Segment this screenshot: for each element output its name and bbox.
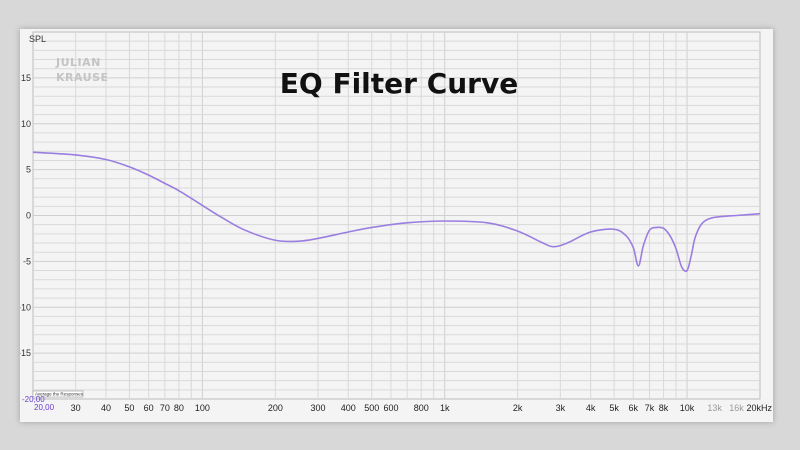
legend: Average the Responses: [32, 390, 84, 398]
x-tick-label: 50: [124, 403, 134, 413]
y-tick-label: 10: [21, 119, 31, 129]
logo-line-1: JULIAN: [55, 56, 101, 69]
x-tick-label: 13k: [707, 403, 722, 413]
x-tick-label: 100: [195, 403, 210, 413]
y-tick-labels: 15 10 5 0 -5 -10 -15: [20, 73, 31, 358]
grid: [32, 31, 761, 400]
x-min-label: 20,00: [34, 403, 55, 412]
x-tick-label: 6k: [629, 403, 639, 413]
x-tick-label: 800: [414, 403, 429, 413]
x-tick-label: 16k: [729, 403, 744, 413]
x-tick-label: 80: [174, 403, 184, 413]
y-axis-label: SPL: [29, 34, 46, 44]
y-tick-label: -15: [20, 348, 31, 358]
julian-krause-logo: JULIAN KRAUSE: [55, 56, 109, 84]
x-tick-label: 70: [160, 403, 170, 413]
eq-chart: JULIAN KRAUSE SPL EQ Filter Curve 151050…: [20, 31, 773, 413]
x-tick-label: 60: [144, 403, 154, 413]
logo-line-2: KRAUSE: [56, 71, 109, 84]
x-tick-label: 40: [101, 403, 111, 413]
x-tick-label: 1k: [440, 403, 450, 413]
x-tick-label: 5k: [609, 403, 619, 413]
x-tick-label: 2k: [513, 403, 523, 413]
x-tick-label: 7k: [645, 403, 655, 413]
x-tick-labels: 30 40 50 60 70 80 100 200 300 400 500 600 800 1k 2k 3k 4…: [71, 403, 773, 413]
x-tick-label: 500: [364, 403, 379, 413]
x-tick-label: 8k: [659, 403, 669, 413]
x-tick-label: 4k: [586, 403, 596, 413]
eq-curve-line: [32, 151, 761, 273]
series: [32, 151, 761, 273]
x-tick-label: 30: [71, 403, 81, 413]
x-tick-label: 600: [383, 403, 398, 413]
y-tick-label: 5: [26, 165, 31, 175]
x-tick-label: 10k: [680, 403, 695, 413]
y-tick-label: -10: [20, 302, 31, 312]
x-tick-label: 20kHz: [746, 403, 772, 413]
legend-label: Average the Responses: [35, 392, 84, 397]
x-tick-label: 200: [268, 403, 283, 413]
x-tick-label: 400: [341, 403, 356, 413]
y-tick-label: 15: [21, 73, 31, 83]
y-min-label: -20,00: [22, 395, 45, 404]
chart-frame: JULIAN KRAUSE SPL EQ Filter Curve 15 10 5 0…: [20, 29, 773, 422]
x-tick-label: 3k: [556, 403, 566, 413]
y-tick-label: 0: [26, 211, 31, 221]
legend-box: [32, 390, 84, 398]
x-tick-label: 300: [310, 403, 325, 413]
chart-title: EQ Filter Curve: [280, 67, 518, 100]
y-tick-label: -5: [23, 256, 31, 266]
